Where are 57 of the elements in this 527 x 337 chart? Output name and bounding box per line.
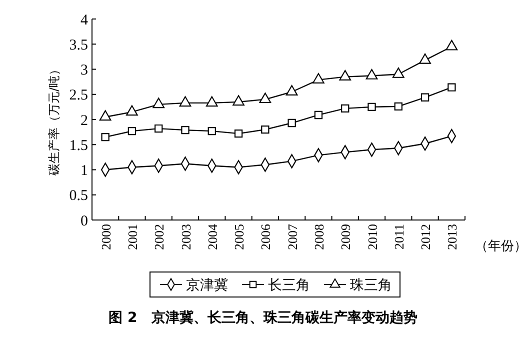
x-tick-label: 2004 bbox=[204, 224, 220, 250]
point bbox=[419, 53, 431, 64]
y-tick-label: 1.5 bbox=[69, 138, 88, 154]
y-tick-label: 3 bbox=[80, 62, 88, 78]
point bbox=[206, 96, 218, 107]
x-tick-label: 2007 bbox=[284, 224, 300, 250]
point bbox=[339, 70, 352, 80]
point bbox=[126, 105, 138, 116]
y-tick-label: 2 bbox=[80, 112, 88, 129]
point bbox=[314, 110, 323, 120]
x-tick-label: 2003 bbox=[178, 224, 194, 250]
x-tick-label: 2000 bbox=[98, 224, 114, 250]
point bbox=[312, 73, 324, 84]
text: 图 2 京津冀、长三角、珠三角碳生产率变动趋势 bbox=[108, 309, 418, 326]
point bbox=[392, 68, 404, 78]
y-axis-title: 碳生产率（万元/吨） bbox=[47, 63, 61, 177]
x-tick-label: 2009 bbox=[338, 224, 354, 250]
x-tick-label: 2012 bbox=[418, 224, 434, 250]
point bbox=[259, 92, 272, 104]
point bbox=[232, 95, 244, 106]
y-tick-label: 2.5 bbox=[69, 88, 88, 104]
point bbox=[420, 93, 430, 102]
x-tick-label: 2011 bbox=[391, 224, 406, 250]
x-tick-label: 2001 bbox=[124, 224, 140, 250]
y-tick-label: 0.5 bbox=[69, 188, 88, 204]
point bbox=[208, 126, 216, 136]
point bbox=[394, 102, 402, 111]
point bbox=[234, 129, 243, 138]
x-tick-label: 2010 bbox=[364, 224, 380, 250]
point bbox=[366, 69, 378, 80]
x-tick-label: 2002 bbox=[152, 224, 167, 250]
y-tick-label: 3.5 bbox=[69, 37, 88, 54]
x-tick-label: 2005 bbox=[232, 224, 247, 250]
x-tick-label: 2008 bbox=[311, 224, 326, 250]
point bbox=[101, 133, 110, 142]
point bbox=[152, 98, 165, 108]
point bbox=[179, 96, 192, 107]
legend-label: 珠三角 bbox=[350, 277, 392, 294]
y-tick-label: 4 bbox=[80, 12, 88, 28]
y-tick-label: 1 bbox=[80, 163, 88, 179]
point bbox=[448, 83, 456, 92]
point bbox=[446, 40, 458, 50]
legend-label: 长三角 bbox=[268, 277, 310, 294]
point bbox=[181, 126, 190, 134]
point bbox=[261, 125, 270, 134]
point bbox=[341, 104, 350, 113]
point bbox=[99, 110, 112, 121]
legend-label: 京津冀 bbox=[186, 277, 228, 294]
point bbox=[286, 85, 298, 96]
point bbox=[154, 124, 163, 133]
x-tick-label: 2013 bbox=[444, 224, 460, 250]
point bbox=[128, 126, 136, 136]
y-tick-label: 0 bbox=[80, 213, 88, 230]
point bbox=[288, 118, 296, 128]
x-tick-label: 2006 bbox=[258, 224, 274, 250]
point bbox=[368, 102, 376, 112]
x-axis-title: （年份） bbox=[475, 239, 527, 254]
